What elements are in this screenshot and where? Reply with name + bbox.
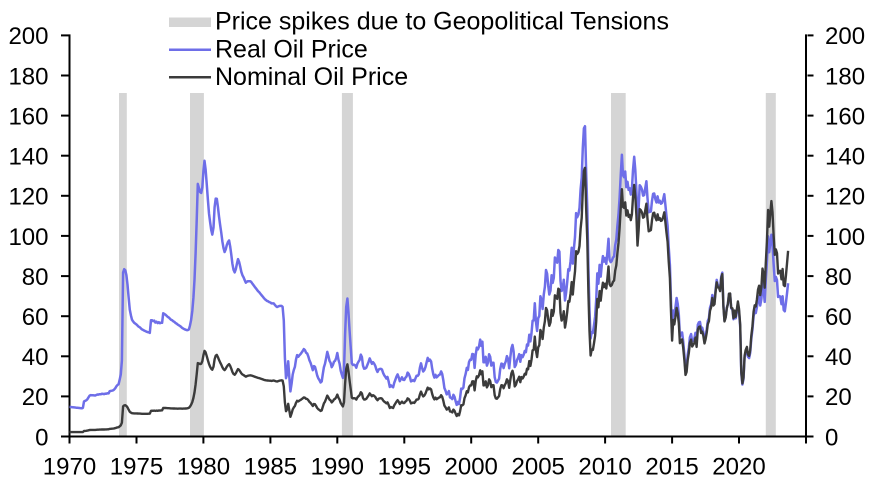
svg-text:160: 160 bbox=[8, 103, 48, 130]
svg-text:1985: 1985 bbox=[244, 454, 297, 481]
svg-text:Price spikes due to Geopolitic: Price spikes due to Geopolitical Tension… bbox=[215, 8, 669, 36]
svg-text:60: 60 bbox=[22, 304, 49, 331]
svg-text:80: 80 bbox=[825, 264, 852, 291]
svg-text:120: 120 bbox=[8, 184, 48, 211]
svg-text:100: 100 bbox=[825, 224, 865, 251]
svg-text:20: 20 bbox=[825, 384, 852, 411]
svg-text:200: 200 bbox=[8, 23, 48, 50]
svg-text:1975: 1975 bbox=[110, 454, 163, 481]
svg-text:2020: 2020 bbox=[712, 454, 765, 481]
svg-text:2010: 2010 bbox=[578, 454, 631, 481]
svg-text:200: 200 bbox=[825, 23, 865, 50]
svg-text:2015: 2015 bbox=[645, 454, 698, 481]
svg-text:60: 60 bbox=[825, 304, 852, 331]
svg-text:1990: 1990 bbox=[311, 454, 364, 481]
svg-text:180: 180 bbox=[825, 63, 865, 90]
svg-text:180: 180 bbox=[8, 63, 48, 90]
svg-text:100: 100 bbox=[8, 224, 48, 251]
svg-text:Real Oil Price: Real Oil Price bbox=[215, 35, 368, 63]
svg-text:2000: 2000 bbox=[445, 454, 498, 481]
svg-text:140: 140 bbox=[8, 144, 48, 171]
svg-text:40: 40 bbox=[825, 344, 852, 371]
svg-text:0: 0 bbox=[35, 424, 48, 451]
svg-text:120: 120 bbox=[825, 184, 865, 211]
svg-text:1970: 1970 bbox=[43, 454, 96, 481]
svg-text:0: 0 bbox=[825, 424, 838, 451]
svg-text:1980: 1980 bbox=[177, 454, 230, 481]
svg-text:140: 140 bbox=[825, 144, 865, 171]
svg-text:80: 80 bbox=[22, 264, 49, 291]
svg-text:2005: 2005 bbox=[512, 454, 565, 481]
svg-text:20: 20 bbox=[22, 384, 49, 411]
svg-text:40: 40 bbox=[22, 344, 49, 371]
svg-text:160: 160 bbox=[825, 103, 865, 130]
svg-text:Nominal Oil Price: Nominal Oil Price bbox=[215, 63, 408, 91]
svg-text:1995: 1995 bbox=[378, 454, 431, 481]
